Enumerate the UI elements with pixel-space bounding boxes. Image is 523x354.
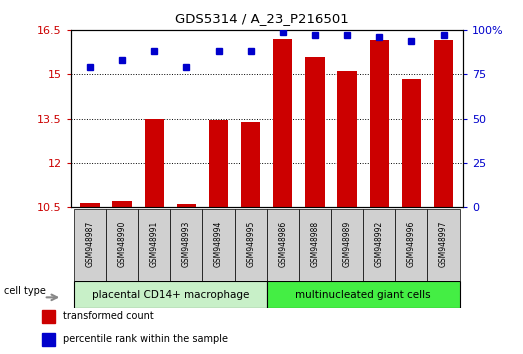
Bar [427, 209, 460, 281]
Bar [177, 204, 196, 207]
Bar [42, 310, 55, 323]
Bar [112, 201, 132, 207]
Text: GSM948988: GSM948988 [311, 221, 320, 267]
Bar [209, 120, 228, 207]
Text: GSM948992: GSM948992 [375, 221, 384, 267]
Text: percentile rank within the sample: percentile rank within the sample [63, 334, 228, 344]
Text: GSM948996: GSM948996 [407, 221, 416, 268]
Bar [235, 209, 267, 281]
Bar [370, 40, 389, 207]
Text: GSM948995: GSM948995 [246, 221, 255, 268]
Bar [202, 209, 235, 281]
Text: GSM948990: GSM948990 [118, 221, 127, 268]
Bar [106, 209, 138, 281]
Bar [331, 209, 363, 281]
Text: GSM948987: GSM948987 [85, 221, 94, 267]
Text: GSM948994: GSM948994 [214, 221, 223, 268]
Text: GSM948989: GSM948989 [343, 221, 351, 267]
Bar [273, 39, 292, 207]
Text: cell type: cell type [4, 286, 46, 296]
Text: transformed count: transformed count [63, 311, 154, 321]
Bar [138, 209, 170, 281]
Bar [42, 333, 55, 346]
Bar [363, 209, 395, 281]
Bar [299, 209, 331, 281]
Bar [74, 209, 106, 281]
Bar [395, 209, 427, 281]
Bar [267, 209, 299, 281]
Text: GSM948993: GSM948993 [182, 221, 191, 268]
Bar [144, 119, 164, 207]
Bar [170, 209, 202, 281]
Bar [337, 72, 357, 207]
Bar [434, 40, 453, 207]
Bar [74, 281, 267, 308]
Bar [305, 57, 325, 207]
Text: GSM948997: GSM948997 [439, 221, 448, 268]
Bar [241, 121, 260, 207]
Text: multinucleated giant cells: multinucleated giant cells [295, 290, 431, 300]
Text: GSM948991: GSM948991 [150, 221, 158, 267]
Bar [80, 202, 99, 207]
Text: GSM948986: GSM948986 [278, 221, 287, 267]
Text: GDS5314 / A_23_P216501: GDS5314 / A_23_P216501 [175, 12, 348, 25]
Bar [402, 79, 421, 207]
Bar [267, 281, 460, 308]
Text: placental CD14+ macrophage: placental CD14+ macrophage [92, 290, 249, 300]
